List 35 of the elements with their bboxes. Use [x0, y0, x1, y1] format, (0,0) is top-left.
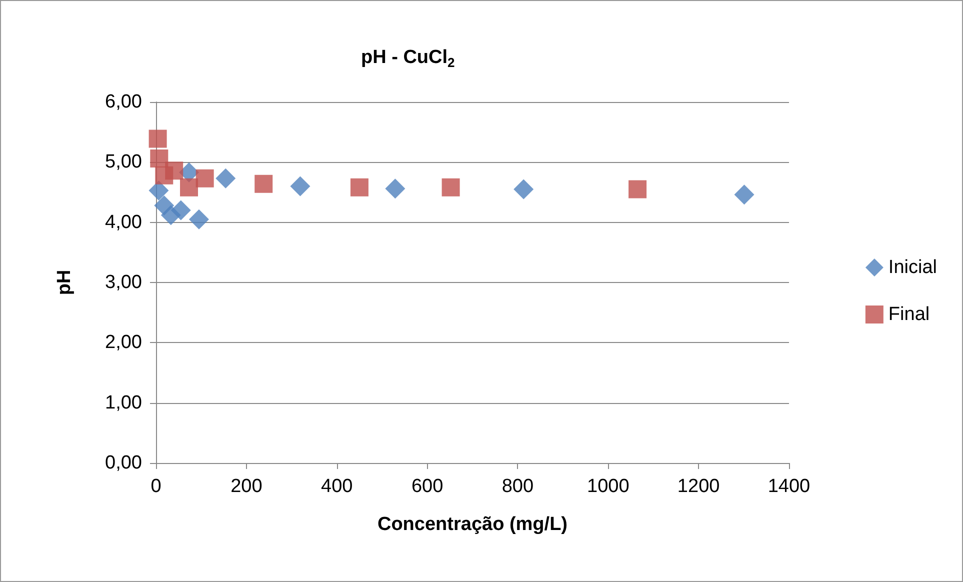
legend-label: Inicial — [888, 257, 937, 278]
point — [165, 162, 184, 180]
x-tick-label: 1000 — [587, 476, 630, 497]
x-tick-label: 1200 — [677, 476, 720, 497]
point — [514, 179, 534, 200]
point — [442, 178, 460, 196]
x-tick-label: 0 — [150, 476, 162, 497]
y-tick-label: 3,00 — [105, 272, 142, 293]
x-tick-label: 600 — [411, 476, 444, 497]
point — [385, 178, 406, 199]
point — [196, 169, 214, 188]
point — [150, 150, 168, 168]
x-tick-label: 400 — [321, 476, 353, 497]
point — [350, 178, 368, 196]
point — [290, 176, 310, 196]
point — [148, 130, 167, 148]
y-tick-label: 6,00 — [105, 92, 142, 112]
y-tick-label: 1,00 — [105, 392, 142, 414]
x-tick-label: 1400 — [768, 476, 810, 497]
point — [170, 200, 191, 220]
y-tick-label: 2,00 — [105, 332, 142, 354]
legend-label: Final — [888, 304, 930, 325]
point — [734, 184, 754, 205]
point — [180, 178, 198, 196]
x-tick-label: 200 — [230, 476, 262, 497]
point — [216, 168, 236, 188]
point — [254, 174, 273, 193]
y-tick-label: 0,00 — [105, 452, 142, 474]
y-axis-title: pH — [54, 270, 75, 296]
y-tick-label: 4,00 — [105, 212, 142, 233]
x-axis-title: Concentração (mg/L) — [377, 514, 568, 535]
x-tick-label: 800 — [502, 476, 534, 497]
point — [628, 180, 647, 198]
y-tick-label: 5,00 — [105, 152, 142, 173]
point — [188, 209, 209, 230]
